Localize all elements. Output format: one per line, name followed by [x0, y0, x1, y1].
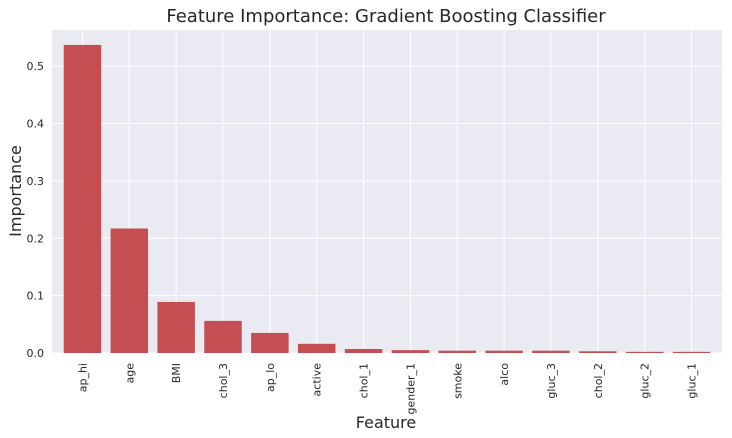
bar-gluc-2 [625, 351, 664, 353]
bar-chol-2 [579, 351, 617, 353]
x-axis-label: Feature [356, 413, 416, 432]
bar-smoke [438, 350, 477, 353]
x-tick-label: gluc_1 [686, 363, 699, 399]
bar-bmi [157, 301, 195, 353]
bar-gluc-1 [672, 351, 711, 353]
y-axis-label: Importance [6, 145, 25, 237]
y-tick-label: 0.1 [27, 290, 45, 303]
y-tick-label: 0.2 [27, 232, 45, 245]
y-tick-label: 0.0 [27, 347, 45, 360]
x-tick-label: chol_2 [592, 363, 605, 398]
bars [63, 44, 711, 354]
y-tick-label: 0.4 [27, 118, 45, 131]
x-tick-labels: ap_hi age BMI chol_3 ap_lo active chol_1 gender… [76, 363, 698, 415]
y-tick-labels: 0.0 0.1 0.2 0.3 0.4 0.5 [27, 60, 45, 360]
x-tick-label: gender_1 [404, 363, 417, 415]
y-tick-label: 0.3 [27, 175, 45, 188]
x-tick-label: chol_3 [217, 363, 230, 398]
bar-chol-1 [344, 348, 383, 353]
x-tick-label: BMI [170, 363, 183, 383]
x-tick-label: alco [498, 363, 511, 386]
bar-gluc-3 [532, 350, 570, 353]
x-tick-label: smoke [451, 363, 464, 399]
bar-active [297, 343, 336, 353]
x-tick-label: ap_hi [76, 363, 89, 392]
bar-gender-1 [391, 350, 430, 353]
x-tick-label: age [123, 363, 136, 384]
grid-lines [52, 30, 722, 354]
bar-chol-3 [204, 320, 242, 353]
chart-title: Feature Importance: Gradient Boosting Cl… [166, 6, 606, 27]
bar-age [110, 228, 149, 353]
x-tick-label: gluc_2 [639, 363, 652, 399]
x-tick-label: ap_lo [264, 363, 277, 392]
x-tick-label: chol_1 [358, 363, 371, 398]
bar-ap-hi [63, 44, 102, 354]
y-tick-label: 0.5 [27, 60, 45, 73]
bar-alco [485, 350, 523, 353]
x-tick-label: gluc_3 [545, 363, 558, 399]
x-tick-label: active [311, 363, 324, 397]
plot-area [52, 30, 722, 353]
bar-ap-lo [251, 332, 289, 353]
